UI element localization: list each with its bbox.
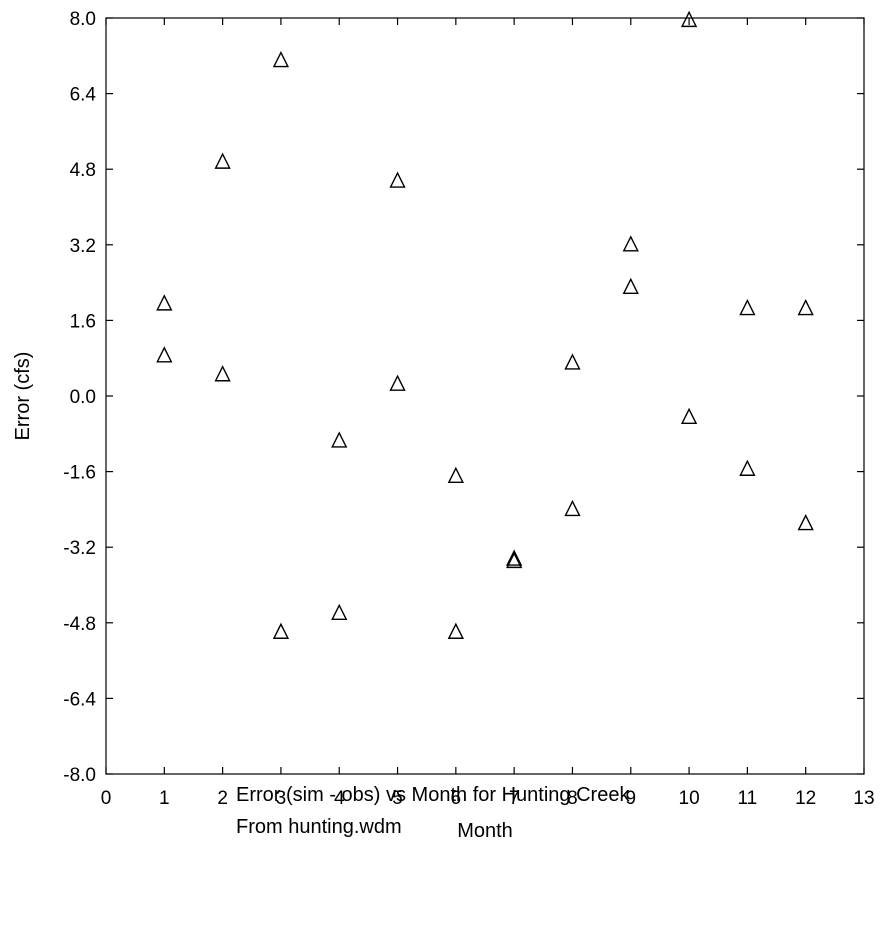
y-tick-label: 1.6 [70,311,96,332]
x-tick-label: 7 [509,788,520,809]
x-tick-label: 4 [334,788,345,809]
triangle-point [680,10,698,28]
triangle-point [331,431,348,448]
caption-source: From hunting.wdm [236,816,402,838]
axis-ticks [105,17,865,775]
y-tick-label: 3.2 [70,236,96,257]
triangle-point [331,603,348,621]
y-tick-label: -4.8 [63,614,96,635]
x-tick-label: 2 [217,788,228,809]
x-tick-label: 13 [853,788,874,809]
y-tick-label: 6.4 [70,85,97,106]
y-tick-label: -3.2 [63,538,96,559]
y-tick-label: 8.0 [70,9,96,30]
triangle-point [797,514,814,531]
x-tick-label: 11 [738,788,758,809]
x-tick-label: 10 [679,788,700,809]
x-axis-title: Month [457,820,513,842]
triangle-point [739,459,756,476]
triangle-point [739,299,756,316]
triangle-point [797,299,814,316]
triangle-point [622,235,639,252]
triangle-point [447,466,464,484]
triangle-point [564,499,581,517]
y-axis-title: Error (cfs) [12,352,34,441]
triangle-point [447,622,464,639]
caption-title: Error (sim - obs) vs Month for Hunting C… [236,784,630,806]
y-tick-label: -6.4 [63,689,96,710]
y-tick-label: 4.8 [70,160,96,181]
x-tick-label: 8 [567,788,578,809]
x-tick-label: 5 [392,788,403,809]
triangle-point [156,294,173,311]
triangle-point [622,277,639,295]
y-tick-label: -8.0 [63,765,96,786]
x-tick-label: 3 [276,788,287,809]
plot-frame [105,17,865,775]
triangle-point [506,549,523,566]
triangle-point [389,374,406,391]
triangle-point [680,407,698,424]
x-tick-label: 12 [795,788,816,809]
triangle-point [214,152,231,169]
data-points [156,10,814,639]
x-tick-label: 6 [451,788,462,809]
triangle-point [156,346,173,363]
x-tick-label: 9 [625,788,636,809]
triangle-point [272,50,290,68]
triangle-point [506,551,523,569]
triangle-point [214,365,231,382]
y-tick-label: 0.0 [70,387,96,408]
triangle-point [564,353,581,370]
y-tick-label: -1.6 [63,463,96,484]
triangle-point [389,171,406,188]
tick-labels: 0 1 2 3 4 5 6 7 8 9 10 11 12 138.06.44.83.21.60.0-1.6… [63,9,874,809]
x-tick-label: 1 [159,788,170,809]
x-tick-label: 0 [101,788,112,809]
triangle-point [272,622,290,639]
